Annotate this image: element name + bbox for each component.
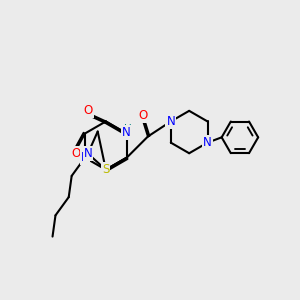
Text: O: O (71, 147, 81, 160)
Text: N: N (122, 126, 130, 140)
Text: O: O (138, 109, 147, 122)
Text: H: H (124, 124, 132, 134)
Text: N: N (167, 115, 175, 128)
Text: N: N (203, 136, 212, 149)
Text: S: S (102, 163, 110, 176)
Text: N: N (83, 147, 92, 160)
Text: N: N (80, 151, 89, 164)
Text: O: O (83, 104, 93, 117)
